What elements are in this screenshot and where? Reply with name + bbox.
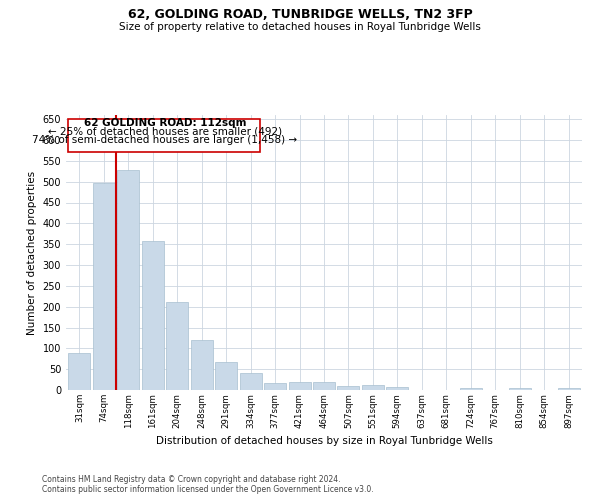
Bar [313, 382, 335, 390]
Bar [191, 340, 213, 390]
Text: ← 25% of detached houses are smaller (492): ← 25% of detached houses are smaller (49… [48, 126, 282, 136]
Bar [93, 183, 115, 390]
Bar [289, 382, 311, 390]
Text: Contains HM Land Registry data © Crown copyright and database right 2024.: Contains HM Land Registry data © Crown c… [42, 475, 341, 484]
Bar [166, 302, 188, 390]
Bar [362, 386, 384, 390]
FancyBboxPatch shape [68, 119, 260, 152]
Bar [557, 388, 580, 390]
Text: Contains public sector information licensed under the Open Government Licence v3: Contains public sector information licen… [42, 485, 374, 494]
Bar [460, 388, 482, 390]
Bar [68, 354, 91, 390]
Text: 62 GOLDING ROAD: 112sqm: 62 GOLDING ROAD: 112sqm [84, 118, 246, 128]
Bar [264, 384, 286, 390]
Bar [239, 372, 262, 390]
Bar [509, 388, 530, 390]
Text: 62, GOLDING ROAD, TUNBRIDGE WELLS, TN2 3FP: 62, GOLDING ROAD, TUNBRIDGE WELLS, TN2 3… [128, 8, 472, 20]
Y-axis label: Number of detached properties: Number of detached properties [27, 170, 37, 334]
Bar [215, 362, 237, 390]
Text: Size of property relative to detached houses in Royal Tunbridge Wells: Size of property relative to detached ho… [119, 22, 481, 32]
X-axis label: Distribution of detached houses by size in Royal Tunbridge Wells: Distribution of detached houses by size … [155, 436, 493, 446]
Bar [142, 241, 164, 390]
Bar [386, 387, 409, 390]
Bar [118, 170, 139, 390]
Bar [337, 386, 359, 390]
Text: 74% of semi-detached houses are larger (1,458) →: 74% of semi-detached houses are larger (… [32, 135, 298, 145]
